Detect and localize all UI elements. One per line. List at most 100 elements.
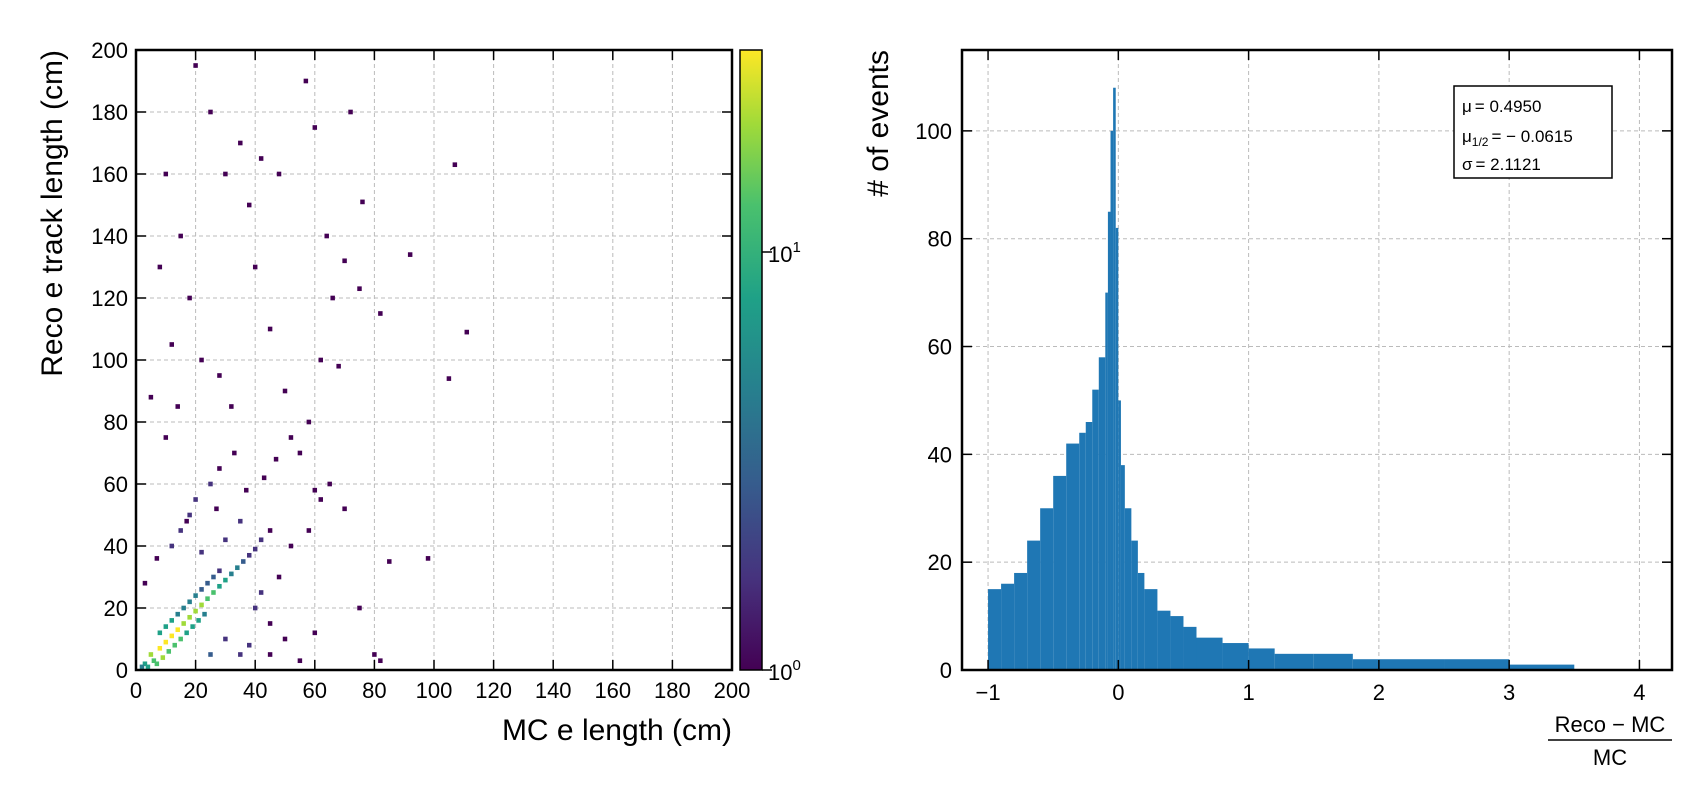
heatmap-cell <box>258 537 264 543</box>
heatmap-cell <box>407 252 413 257</box>
histogram-bar <box>1113 87 1116 670</box>
heatmap-cell <box>178 528 183 533</box>
heatmap-grid <box>136 50 732 670</box>
heatmap-y-tick-label: 120 <box>91 286 128 311</box>
heatmap-cell <box>154 556 160 561</box>
heatmap-x-tick-label: 100 <box>416 678 453 703</box>
heatmap-cell <box>199 587 204 592</box>
histogram-bar <box>1170 616 1184 670</box>
heatmap-cell <box>175 627 180 633</box>
heatmap-y-tick-label: 60 <box>104 472 128 497</box>
heatmap-cell <box>217 373 222 378</box>
stat-median-value: = − 0.0615 <box>1491 127 1572 146</box>
histogram-bar <box>1027 540 1041 670</box>
heatmap-cell <box>282 636 288 642</box>
heatmap-cell <box>214 506 219 512</box>
heatmap-cell <box>190 624 195 629</box>
colorbar-gradient <box>739 49 763 671</box>
heatmap-cell <box>267 528 273 533</box>
stat-mean-symbol: μ <box>1462 97 1472 116</box>
colorbar-label-1-exp: 0 <box>792 657 800 674</box>
histogram-bar <box>1131 540 1138 670</box>
histogram-x-label-denominator: MC <box>1593 745 1627 770</box>
histogram-x-tick-label: 4 <box>1633 680 1645 705</box>
colorbar-label-10-base: 10 <box>768 242 792 267</box>
heatmap-cell <box>297 450 303 456</box>
heatmap-cell <box>193 497 198 502</box>
stat-sigma-symbol: σ <box>1462 155 1473 174</box>
heatmap-cell <box>193 608 198 614</box>
heatmap-cell <box>205 596 210 602</box>
colorbar: 100 101 <box>739 49 801 685</box>
heatmap-cell <box>187 295 192 301</box>
heatmap-x-tick-label: 200 <box>714 678 751 703</box>
heatmap-cell <box>312 630 318 636</box>
heatmap-y-tick-label: 40 <box>104 534 128 559</box>
heatmap-cell <box>312 487 318 493</box>
histogram-bar <box>1248 648 1275 670</box>
heatmap-cell <box>342 506 347 512</box>
heatmap-cell <box>175 404 180 409</box>
heatmap-cell <box>184 630 189 636</box>
heatmap-cell <box>247 642 252 648</box>
histogram-bar <box>1105 292 1108 670</box>
histogram-y-tick-label: 0 <box>940 658 952 683</box>
heatmap-y-tick-label: 100 <box>91 348 128 373</box>
heatmap-x-tick-label: 60 <box>303 678 327 703</box>
heatmap-cell <box>425 556 431 561</box>
heatmap-cell <box>276 574 282 580</box>
heatmap-y-tick-label: 80 <box>104 410 128 435</box>
histogram-bar <box>1053 475 1067 670</box>
heatmap-cell <box>163 435 169 440</box>
histogram-x-tick-label: 1 <box>1242 680 1254 705</box>
histogram-bar <box>1001 583 1015 670</box>
histogram-bar <box>1222 643 1249 670</box>
heatmap-cell <box>247 202 252 208</box>
histogram-bar <box>1085 422 1093 670</box>
heatmap-cell <box>223 537 228 543</box>
heatmap-cell <box>163 171 169 177</box>
stat-median-symbol: μ <box>1462 127 1472 146</box>
heatmap-cell <box>202 611 207 617</box>
histogram-bar <box>1509 664 1575 670</box>
heatmap-cell <box>166 649 172 654</box>
heatmap-cell <box>318 357 323 363</box>
heatmap-y-tick-label: 200 <box>91 38 128 63</box>
heatmap-cell <box>160 655 166 660</box>
histogram-bar <box>1183 626 1197 670</box>
colorbar-label-10: 101 <box>768 239 801 267</box>
histogram-y-tick-label: 20 <box>928 550 952 575</box>
heatmap-cell <box>238 140 243 146</box>
heatmap-cell <box>187 599 192 605</box>
histogram-bar <box>1107 211 1111 670</box>
heatmap-cells <box>139 63 470 670</box>
histogram-y-tick-label: 80 <box>928 227 952 252</box>
heatmap-cell <box>208 652 213 657</box>
heatmap-cell <box>238 518 243 524</box>
heatmap-cell <box>211 574 216 580</box>
heatmap-x-tick-label: 80 <box>362 678 386 703</box>
histogram-y-tick-label: 40 <box>928 442 952 467</box>
heatmap-y-axis-label: Reco e track length (cm) <box>36 50 69 377</box>
histogram-bar <box>1079 432 1086 670</box>
heatmap-y-tick-label: 20 <box>104 596 128 621</box>
histogram-bar <box>988 589 1002 670</box>
heatmap-x-tick-label: 20 <box>183 678 207 703</box>
heatmap-cell <box>288 543 294 549</box>
heatmap-cell <box>288 435 294 440</box>
heatmap-cell <box>208 481 213 487</box>
heatmap-cell <box>464 329 470 335</box>
colorbar-label-1: 100 <box>768 657 801 685</box>
heatmap-cell <box>306 419 312 425</box>
histogram-bar <box>1040 508 1054 670</box>
histogram-bar <box>1196 637 1223 670</box>
heatmap-cell <box>378 658 383 664</box>
histogram-bar <box>1098 357 1106 670</box>
heatmap-cell <box>327 481 332 487</box>
heatmap-cell <box>169 618 174 623</box>
heatmap-cell <box>142 661 148 667</box>
histogram-x-tick-label: 0 <box>1112 680 1124 705</box>
heatmap-y-tick-label: 0 <box>116 658 128 683</box>
